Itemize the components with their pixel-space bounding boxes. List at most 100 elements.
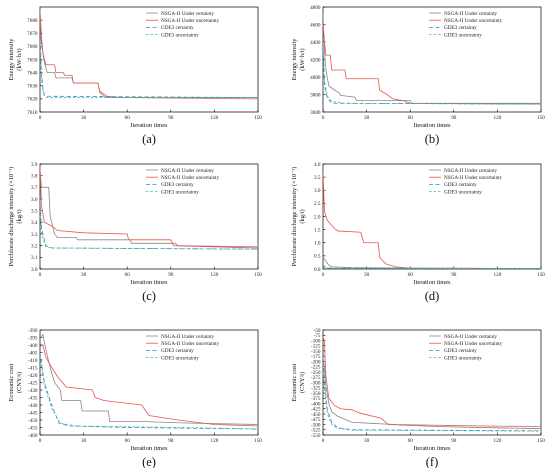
plot-frame bbox=[322, 329, 542, 436]
plot-frame bbox=[322, 163, 542, 270]
x-axis-label: Iteration times bbox=[130, 445, 168, 452]
x-tick-label: 120 bbox=[211, 272, 219, 278]
y-tick-label: 3.1 bbox=[31, 255, 38, 261]
series-line-nsga-ii-under-uncertainty bbox=[323, 336, 541, 430]
x-tick-label: 60 bbox=[125, 272, 131, 278]
y-tick-label: 4800 bbox=[310, 5, 321, 11]
legend-label: NSGA-II Under uncertainty bbox=[161, 18, 220, 24]
x-tick-label: 150 bbox=[254, 115, 262, 121]
x-axis-label: Iteration times bbox=[413, 279, 451, 286]
y-tick-label: 0.0 bbox=[314, 267, 321, 273]
series-group bbox=[323, 13, 541, 105]
panel-label: (e) bbox=[142, 455, 156, 468]
x-tick-label: 150 bbox=[254, 272, 262, 278]
y-axis-label: Energy intensity bbox=[291, 38, 298, 81]
y-tick-label: 7660 bbox=[27, 44, 38, 50]
y-tick-label: -275 bbox=[311, 375, 321, 381]
legend-label: NSGA-II Under uncertainty bbox=[444, 341, 503, 347]
y-tick-label: 3.9 bbox=[31, 162, 38, 168]
series-group bbox=[40, 9, 258, 100]
x-tick-label: 30 bbox=[364, 115, 370, 121]
y-tick-label: -100 bbox=[311, 338, 321, 344]
y-tick-label: -175 bbox=[311, 354, 321, 360]
x-tick-label: 90 bbox=[451, 438, 457, 444]
series-line-nsga-ii-under-certainty bbox=[323, 356, 541, 427]
y-axis-label: (kg/t) bbox=[16, 209, 23, 223]
y-tick-label: -390 bbox=[28, 328, 38, 334]
y-tick-label: 3.5 bbox=[314, 175, 321, 181]
y-tick-label: 7670 bbox=[27, 31, 38, 37]
y-tick-label: 7650 bbox=[27, 57, 38, 63]
x-tick-label: 0 bbox=[322, 438, 325, 444]
y-tick-label: -450 bbox=[28, 418, 38, 424]
x-tick-label: 0 bbox=[39, 438, 42, 444]
y-tick-label: -425 bbox=[28, 380, 38, 386]
x-tick-label: 120 bbox=[211, 115, 219, 121]
series-line-gde3-uncertainty bbox=[40, 39, 258, 98]
x-axis-label: Iteration times bbox=[413, 122, 451, 129]
legend-label: GDE3 uncertainty bbox=[444, 355, 482, 361]
x-tick-label: 60 bbox=[408, 115, 414, 121]
x-tick-label: 120 bbox=[494, 272, 502, 278]
y-tick-label: -445 bbox=[28, 410, 38, 416]
y-tick-label: 3.3 bbox=[31, 232, 38, 238]
y-tick-label: -475 bbox=[311, 417, 321, 423]
series-group bbox=[323, 170, 541, 269]
x-tick-label: 150 bbox=[537, 115, 545, 121]
plot-frame bbox=[39, 6, 259, 113]
series-group bbox=[40, 166, 258, 250]
x-tick-label: 30 bbox=[364, 272, 370, 278]
x-axis-label: Iteration times bbox=[130, 122, 168, 129]
y-axis-label: (CNY/t) bbox=[299, 372, 306, 393]
y-tick-label: 4400 bbox=[310, 40, 321, 46]
series-line-gde3-certainty bbox=[323, 41, 541, 105]
y-tick-label: 4000 bbox=[310, 75, 321, 81]
y-tick-label: 7680 bbox=[27, 18, 38, 24]
x-tick-label: 0 bbox=[39, 272, 42, 278]
x-tick-label: 90 bbox=[451, 272, 457, 278]
series-line-gde3-uncertainty bbox=[323, 37, 541, 105]
y-tick-label: -300 bbox=[311, 380, 321, 386]
x-tick-label: 60 bbox=[125, 438, 131, 444]
legend-label: GDE3 uncertainty bbox=[444, 189, 482, 195]
y-tick-label: 3.6 bbox=[31, 197, 38, 203]
series-line-nsga-ii-under-certainty bbox=[323, 256, 541, 269]
panel-label: (d) bbox=[425, 289, 440, 303]
series-line-nsga-ii-under-certainty bbox=[40, 17, 258, 98]
panel-label: (f) bbox=[426, 455, 439, 468]
y-tick-label: -410 bbox=[28, 358, 38, 364]
y-tick-label: -400 bbox=[311, 401, 321, 407]
y-tick-label: -350 bbox=[311, 391, 321, 397]
panel-c: 0 30 60 90 120 150 3.0 3.1 3.2 3.3 3.4 3.5 3.6 3.7 3.8… bbox=[8, 162, 262, 303]
x-tick-label: 30 bbox=[81, 115, 87, 121]
y-tick-label: -430 bbox=[28, 388, 38, 394]
y-axis-label: (CNY/t) bbox=[16, 372, 23, 393]
y-tick-label: 2.0 bbox=[314, 214, 321, 220]
panel-e: 0 30 60 90 120 150 -460 -455-450 -445-440 -435-43… bbox=[8, 328, 262, 468]
x-tick-label: 90 bbox=[451, 115, 457, 121]
y-axis-label: (kW·h/t) bbox=[299, 48, 306, 70]
x-axis-label: Iteration times bbox=[413, 445, 451, 452]
y-tick-label: 0.5 bbox=[314, 254, 321, 260]
y-tick-label: -415 bbox=[28, 365, 38, 371]
series-group bbox=[323, 336, 541, 432]
y-tick-label: -435 bbox=[28, 395, 38, 401]
x-axis-label: Iteration times bbox=[130, 279, 168, 286]
x-tick-label: 90 bbox=[168, 272, 174, 278]
x-tick-label: 60 bbox=[125, 115, 131, 121]
y-tick-label: 3.0 bbox=[31, 267, 38, 273]
x-tick-label: 30 bbox=[81, 438, 87, 444]
panel-label: (a) bbox=[142, 132, 156, 146]
y-tick-label: 4.0 bbox=[314, 162, 321, 168]
y-axis-label: Economic cost bbox=[8, 363, 15, 401]
y-tick-label: 1.5 bbox=[314, 227, 321, 233]
y-tick-label: -75 bbox=[314, 333, 321, 339]
panel-f: 0 30 60 90 120 150 -550-525-500-475-450-425-40… bbox=[291, 328, 545, 468]
y-tick-label: 1.0 bbox=[314, 241, 321, 247]
y-tick-label: 7610 bbox=[27, 110, 38, 116]
y-tick-label: -325 bbox=[311, 386, 321, 392]
x-tick-label: 120 bbox=[211, 438, 219, 444]
